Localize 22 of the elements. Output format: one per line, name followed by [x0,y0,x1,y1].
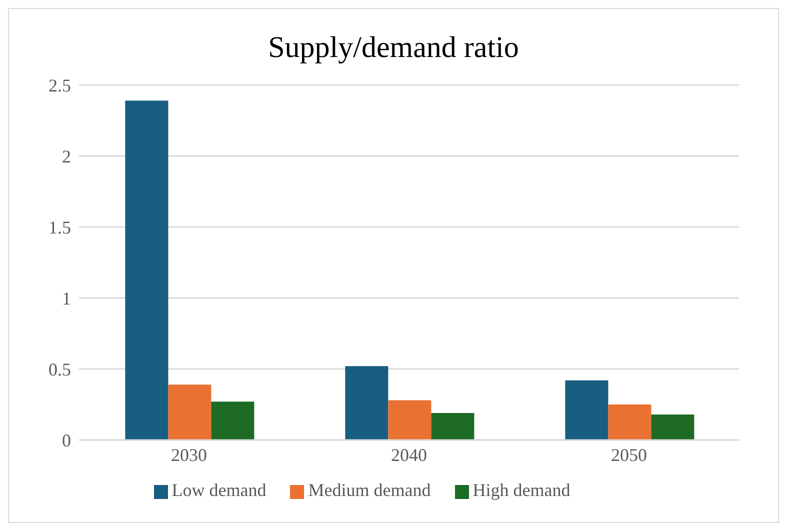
legend-label: Medium demand [308,480,431,500]
bar [211,402,254,440]
bar [431,413,474,440]
bar [565,380,608,440]
y-tick-label: 1 [62,288,71,308]
x-tick-label: 2030 [171,444,207,465]
bar [345,366,388,440]
y-tick-label: 0.5 [48,359,71,380]
y-tick-label: 2 [62,146,71,166]
bar [651,414,694,440]
legend-label: Low demand [172,480,266,500]
y-tick-label: 1.5 [48,217,71,238]
x-tick-label: 2040 [391,444,427,465]
bar [608,404,652,440]
x-tick-label: 2050 [611,444,647,465]
y-tick-label: 2.5 [48,75,71,96]
bar [125,100,168,440]
y-tick-label: 0 [62,430,71,450]
bar [168,384,212,440]
legend-label: High demand [472,480,570,500]
chart-title: Supply/demand ratio [267,31,520,66]
bar [388,400,432,440]
